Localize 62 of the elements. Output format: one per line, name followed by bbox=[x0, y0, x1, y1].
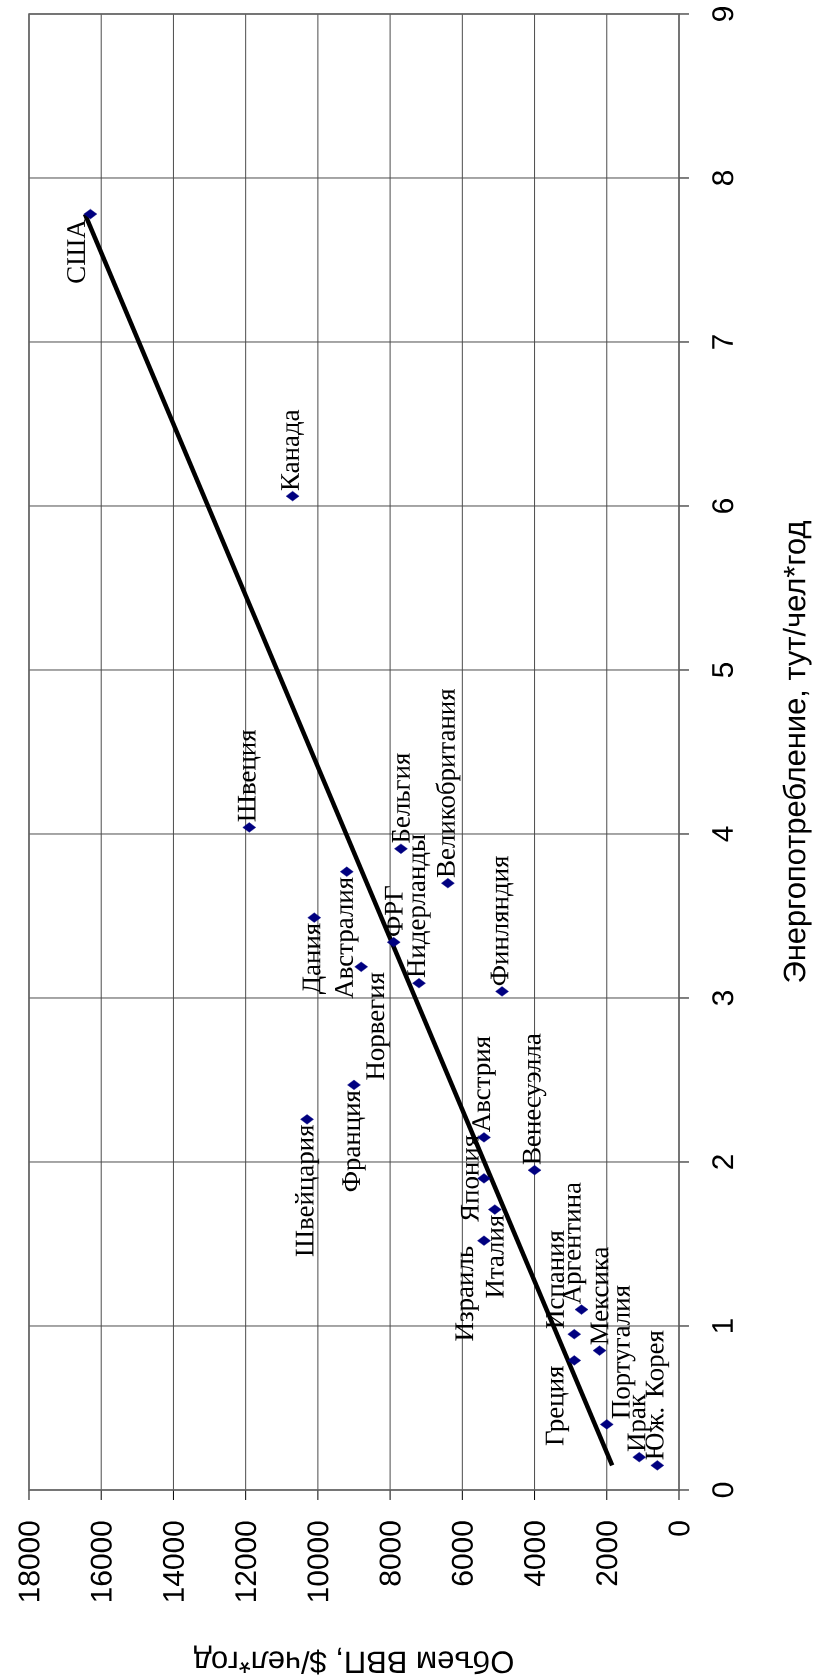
x-tick-label: 0 bbox=[668, 1521, 690, 1536]
point bbox=[83, 209, 98, 220]
point bbox=[574, 1304, 589, 1315]
point bbox=[340, 866, 354, 877]
annotation: Канада bbox=[281, 409, 305, 491]
point bbox=[300, 1114, 314, 1125]
point bbox=[242, 822, 256, 833]
annotation: ФРГ bbox=[384, 886, 403, 936]
y-tick-label: 6 bbox=[712, 498, 734, 513]
x-tick-label: 10000 bbox=[307, 1521, 329, 1602]
annotation: Венесуэлла bbox=[522, 1033, 547, 1165]
x-tick-label: 16000 bbox=[90, 1521, 112, 1602]
annotation: США bbox=[67, 219, 86, 283]
point bbox=[387, 937, 401, 948]
point bbox=[285, 491, 300, 502]
annotation: Швейцария bbox=[294, 1125, 320, 1257]
point bbox=[600, 1419, 614, 1430]
annotation: Дания bbox=[302, 923, 326, 995]
point bbox=[632, 1452, 646, 1463]
x-tick-label: 18000 bbox=[18, 1521, 40, 1602]
annotation: Израиль bbox=[455, 1246, 479, 1341]
point bbox=[394, 843, 408, 854]
y-tick-label: 4 bbox=[712, 826, 733, 842]
y-tick-label: 0 bbox=[712, 1482, 734, 1498]
x-axis-title: Объем ВВП, $/чел*год bbox=[194, 1645, 513, 1675]
y-tick-label: 5 bbox=[712, 662, 734, 678]
annotation: Италия bbox=[485, 1215, 504, 1298]
annotation: Швеция bbox=[237, 729, 261, 822]
annotation: Аргентина bbox=[562, 1182, 587, 1305]
annotation: Австралия bbox=[335, 877, 359, 999]
annotation: Норвегия bbox=[366, 972, 390, 1080]
x-tick-label: 6000 bbox=[451, 1521, 473, 1586]
x-tick-label: 12000 bbox=[235, 1521, 257, 1602]
annotation: Греция bbox=[545, 1366, 570, 1446]
x-tick-label: 4000 bbox=[523, 1521, 546, 1586]
x-tick-label: 2000 bbox=[596, 1521, 618, 1586]
y-tick-label: 9 bbox=[712, 7, 734, 21]
point bbox=[441, 878, 455, 889]
annotation: Япония bbox=[460, 1135, 479, 1222]
point bbox=[412, 978, 426, 989]
y-tick-label: 1 bbox=[712, 1319, 733, 1333]
y-tick-label: 7 bbox=[712, 335, 733, 349]
y-tick-label: 2 bbox=[712, 1155, 734, 1169]
point bbox=[488, 1204, 502, 1215]
point bbox=[567, 1355, 581, 1366]
y-axis-title: Энергопотребление, тут/чел*год bbox=[782, 521, 812, 982]
annotation: Франция bbox=[342, 1090, 366, 1192]
annotation: Австрия bbox=[472, 1036, 496, 1132]
y-tick-label: 8 bbox=[712, 170, 734, 186]
point bbox=[307, 912, 321, 923]
annotation: Мексика bbox=[590, 1246, 609, 1345]
annotation: Великобритания bbox=[435, 688, 461, 878]
point bbox=[567, 1329, 581, 1340]
y-tick-label: 3 bbox=[712, 990, 734, 1006]
point bbox=[347, 1079, 361, 1090]
point bbox=[592, 1345, 607, 1356]
point bbox=[527, 1165, 542, 1176]
point bbox=[495, 986, 509, 997]
x-tick-label: 8000 bbox=[379, 1521, 401, 1586]
point bbox=[650, 1460, 665, 1471]
annotation: Финляндия bbox=[490, 856, 514, 986]
x-tick-label: 14000 bbox=[162, 1521, 185, 1602]
